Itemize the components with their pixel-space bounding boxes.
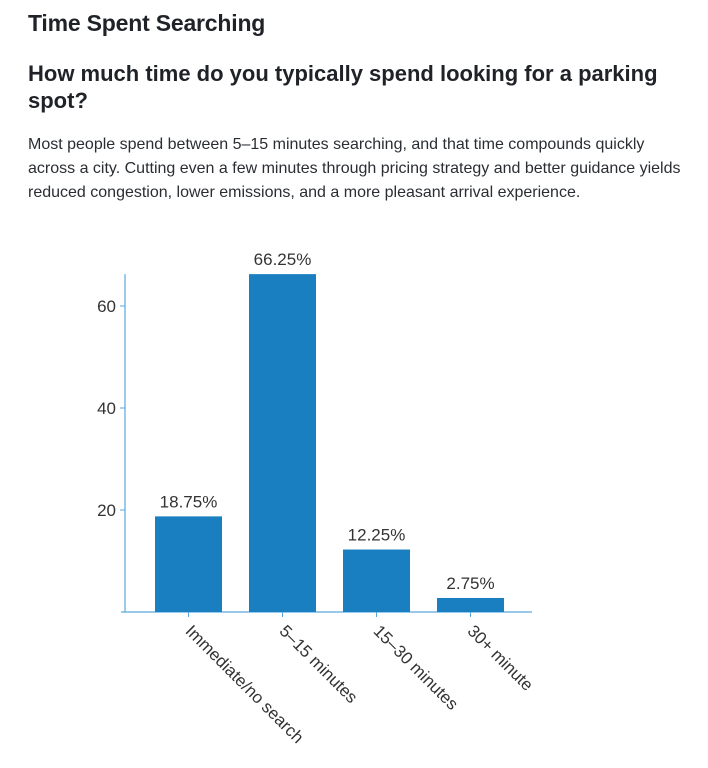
data-label: 66.25%	[254, 250, 312, 269]
data-label: 12.25%	[348, 526, 406, 545]
data-label: 2.75%	[446, 574, 494, 593]
bar	[343, 549, 410, 612]
question-heading: How much time do you typically spend loo…	[28, 61, 658, 113]
x-tick-label: 5–15 minutes	[276, 621, 362, 707]
data-label: 18.75%	[160, 492, 218, 511]
bar	[249, 274, 316, 612]
y-tick-label: 40	[97, 399, 116, 418]
x-tick-label: 15–30 minutes	[370, 621, 462, 713]
bar	[437, 597, 504, 612]
description: Most people spend between 5–15 minutes s…	[28, 136, 681, 201]
bar	[155, 516, 222, 612]
section-title: Time Spent Searching	[28, 10, 266, 36]
y-tick-label: 20	[97, 501, 116, 520]
y-tick-label: 60	[97, 297, 116, 316]
x-tick-label: 30+ minute	[464, 621, 537, 694]
